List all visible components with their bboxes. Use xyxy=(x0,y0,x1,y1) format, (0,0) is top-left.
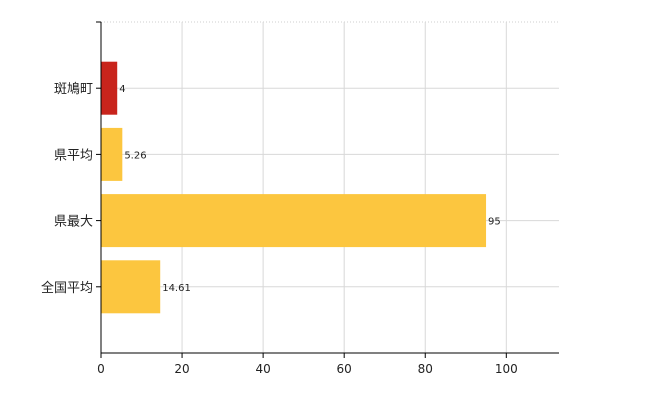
axes xyxy=(96,21,559,358)
bar xyxy=(101,194,487,248)
grid-lines xyxy=(101,21,559,353)
x-tick-label: 40 xyxy=(255,362,270,376)
data-label: 4 xyxy=(119,84,125,95)
category-label: 全国平均 xyxy=(41,280,93,296)
x-tick-label: 20 xyxy=(174,362,189,376)
labels: 0 20 40 60 80 100 斑鳩町 4 県平均 5.26 県最大 95 全国平均 14.61 xyxy=(41,82,518,376)
x-tick-label: 60 xyxy=(337,362,352,376)
data-label: 14.61 xyxy=(162,283,191,294)
bars xyxy=(101,61,487,314)
x-tick-label: 100 xyxy=(495,362,518,376)
x-tick-label: 80 xyxy=(418,362,433,376)
category-label: 斑鳩町 xyxy=(54,82,93,97)
category-label: 県最大 xyxy=(54,215,93,230)
x-tick-label: 0 xyxy=(97,362,105,376)
bar xyxy=(101,61,118,115)
category-label: 県平均 xyxy=(54,148,93,163)
data-label: 95 xyxy=(488,217,501,228)
bar xyxy=(101,127,123,181)
data-label: 5.26 xyxy=(124,150,146,161)
bar xyxy=(101,260,161,314)
